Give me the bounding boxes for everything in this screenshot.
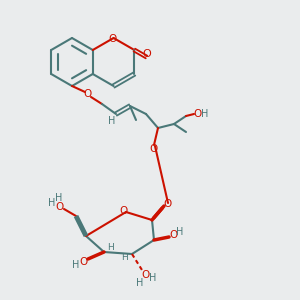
Text: O: O: [56, 202, 64, 212]
Text: O: O: [163, 199, 171, 209]
Text: H: H: [72, 260, 80, 270]
Text: H: H: [176, 227, 184, 237]
Text: O: O: [141, 270, 149, 280]
Text: H: H: [149, 273, 157, 283]
Text: H: H: [108, 116, 116, 126]
Text: O: O: [84, 89, 92, 99]
Text: O: O: [150, 144, 158, 154]
Text: O: O: [79, 257, 87, 267]
Text: O: O: [142, 49, 151, 59]
Text: H: H: [201, 109, 209, 119]
Text: O: O: [169, 230, 177, 240]
Text: H: H: [106, 244, 113, 253]
Text: O: O: [194, 109, 202, 119]
Text: H: H: [48, 198, 56, 208]
Text: H: H: [136, 278, 144, 288]
Text: H: H: [55, 193, 63, 203]
Text: O: O: [120, 206, 128, 216]
Text: H: H: [121, 254, 128, 262]
Text: O: O: [108, 34, 117, 44]
